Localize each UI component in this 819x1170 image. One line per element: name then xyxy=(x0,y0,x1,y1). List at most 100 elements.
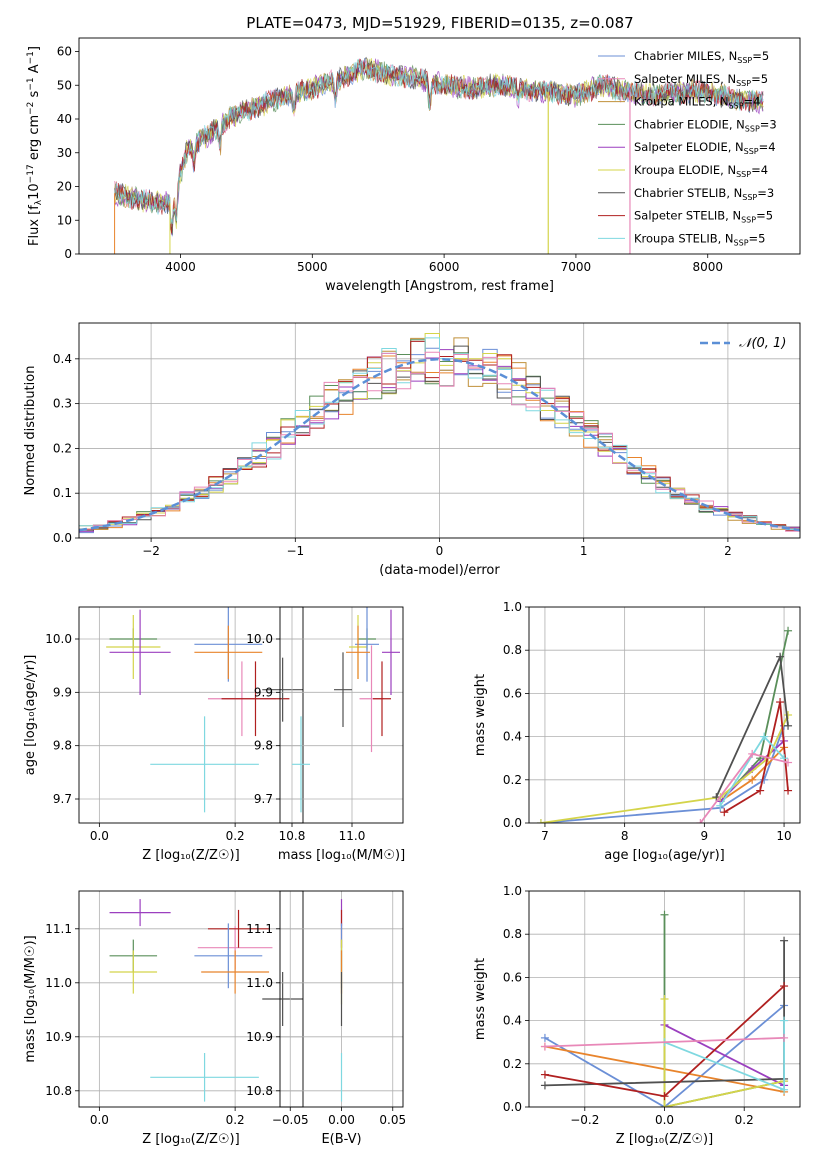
weight-marker xyxy=(720,808,729,817)
axes-mass-weight-vs-z: −0.2 0.0 0.2 0.0 0.2 0.4 0.6 0.8 1.0 Z [log₁₀(Z/Z… xyxy=(473,884,801,1147)
legend-label: Salpeter MILES, NSSP=5 xyxy=(634,72,768,88)
x-axis-label: age [log₁₀(age/yr)] xyxy=(604,848,725,863)
y-axis-label: Normed distribution xyxy=(23,366,38,496)
x-tick-label: 0.0 xyxy=(655,1113,674,1127)
x-axis-label: Z [log₁₀(Z/Z☉)] xyxy=(142,848,239,863)
errorbar-point xyxy=(150,716,259,813)
legend-name: Kroupa MILES, N xyxy=(634,95,729,109)
y-tick-label: 9.7 xyxy=(53,792,72,806)
y-tick-label: 10.9 xyxy=(45,1030,72,1044)
errorbar-point xyxy=(382,609,400,695)
plot-area xyxy=(280,607,403,823)
y-tick-label: 1.0 xyxy=(503,884,522,898)
weight-marker xyxy=(696,819,705,823)
y-tick-label: 0.6 xyxy=(503,686,522,700)
axes-spectrum: 4000 5000 6000 7000 8000 0 10 20 30 40 50 60 wavelen… xyxy=(26,37,801,294)
legend-suffix: =5 xyxy=(752,49,769,63)
axes-frame xyxy=(78,37,801,255)
legend-sub: SSP xyxy=(736,170,751,179)
y-tick-label: 11.1 xyxy=(246,922,273,936)
legend-label: Kroupa MILES, NSSP=4 xyxy=(634,95,760,111)
y-tick-label: 60 xyxy=(57,45,72,59)
weight-marker xyxy=(660,910,669,919)
legend-suffix: =3 xyxy=(757,186,774,200)
legend-suffix: =4 xyxy=(744,95,761,109)
errorbar-point xyxy=(346,625,370,679)
legend-label: Salpeter ELODIE, NSSP=4 xyxy=(634,140,776,156)
weight-line-4 xyxy=(664,1024,785,1087)
legend-suffix: =4 xyxy=(751,163,768,177)
weight-marker xyxy=(540,1070,549,1079)
weight-marker xyxy=(776,698,785,707)
y-axis-label-part: Flux [f xyxy=(27,205,42,246)
x-tick-label: −1 xyxy=(286,544,304,558)
y-tick-label: 0.0 xyxy=(53,531,72,545)
weight-marker xyxy=(780,1085,789,1094)
y-tick-label: 10.9 xyxy=(246,1030,273,1044)
y-tick-label: 10.0 xyxy=(246,632,273,646)
y-tick-label: 0.6 xyxy=(503,970,522,984)
legend-suffix: =3 xyxy=(760,117,777,131)
weight-marker xyxy=(780,936,789,945)
x-tick-label: 10.8 xyxy=(279,829,306,843)
y-axis-label-part: s xyxy=(27,90,42,101)
legend-name: Chabrier STELIB, N xyxy=(634,186,742,200)
plot-area xyxy=(529,891,800,1107)
weight-marker xyxy=(660,1092,669,1101)
errorbar-point xyxy=(355,607,379,682)
y-tick-label: 0.1 xyxy=(53,486,72,500)
legend-name: Salpeter STELIB, N xyxy=(634,209,741,223)
spectrum-line-8 xyxy=(114,59,764,234)
x-tick-label: 0.2 xyxy=(226,1113,245,1127)
legend-name: Kroupa ELODIE, N xyxy=(634,163,736,177)
y-axis-label-part: −2 xyxy=(26,102,36,115)
y-axis-label-part: 10 xyxy=(27,183,42,200)
weight-marker xyxy=(748,775,757,784)
plot-area xyxy=(280,891,403,1107)
legend-sub: SSP xyxy=(734,238,749,247)
y-tick-label: 9.8 xyxy=(254,739,273,753)
y-axis-label: mass weight xyxy=(473,674,488,756)
y-tick-label: 40 xyxy=(57,112,72,126)
x-tick-label: 0 xyxy=(436,544,444,558)
weight-marker xyxy=(780,1033,789,1042)
errorbar-point xyxy=(373,661,391,737)
y-axis-label-part: ] xyxy=(27,46,42,51)
y-tick-label: 9.9 xyxy=(53,685,72,699)
x-tick-label: 0.0 xyxy=(90,1113,109,1127)
x-tick-label: 5000 xyxy=(297,260,328,274)
y-tick-label: 10.8 xyxy=(45,1084,72,1098)
legend-suffix: =5 xyxy=(749,231,766,245)
y-axis-label: mass [log₁₀(M/M☉)] xyxy=(23,935,38,1062)
x-tick-label: 8000 xyxy=(692,260,723,274)
weight-line-5 xyxy=(663,999,785,1107)
legend-label: Chabrier MILES, NSSP=5 xyxy=(634,49,769,65)
legend-name: Kroupa STELIB, N xyxy=(634,231,734,245)
weight-marker xyxy=(748,749,757,758)
x-tick-label: 10 xyxy=(776,829,791,843)
errorbar-point xyxy=(109,899,171,927)
spectrum-line-9 xyxy=(114,58,764,224)
weight-marker xyxy=(784,721,793,730)
y-axis-label-part: A xyxy=(27,64,42,77)
y-tick-label: 10 xyxy=(57,213,72,227)
legend-label: Chabrier STELIB, NSSP=3 xyxy=(634,186,774,202)
x-axis-label: (data-model)/error xyxy=(379,563,500,578)
weight-marker xyxy=(760,732,769,741)
legend-suffix: =5 xyxy=(756,209,773,223)
plot-area xyxy=(79,891,303,1107)
x-tick-label: 7000 xyxy=(561,260,592,274)
y-tick-label: 9.9 xyxy=(254,685,273,699)
errorbar-point xyxy=(150,1053,259,1102)
gaussian-legend-label: 𝒩(0, 1) xyxy=(739,336,786,351)
y-tick-label: 11.0 xyxy=(246,976,273,990)
x-tick-label: 6000 xyxy=(429,260,460,274)
y-tick-label: 50 xyxy=(57,78,72,92)
plot-area xyxy=(79,607,303,823)
errorbar-point xyxy=(207,909,270,948)
y-tick-label: 11.1 xyxy=(45,922,72,936)
legend-sub: SSP xyxy=(729,102,744,111)
axes-mass-vs-ebv: −0.05 0.00 0.05 10.8 10.9 11.0 11.1 E(B-V) xyxy=(246,890,406,1147)
axes-frame xyxy=(528,606,801,824)
x-tick-label: 0.2 xyxy=(735,1113,754,1127)
